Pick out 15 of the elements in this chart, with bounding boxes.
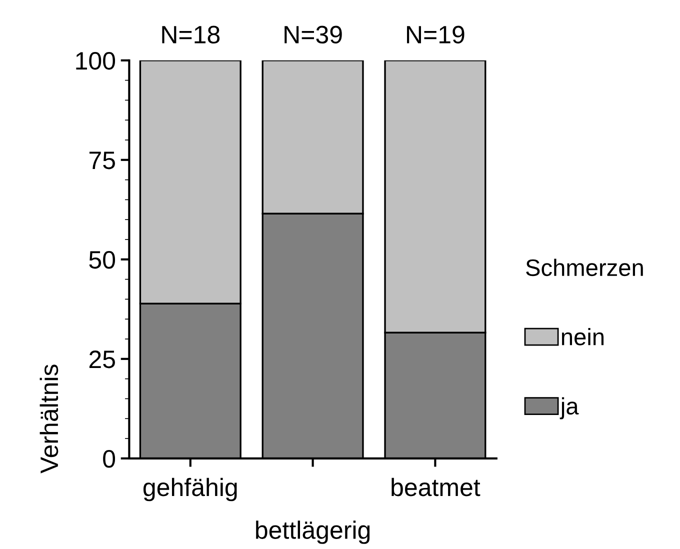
x-axis-title: bettlägerig	[256, 520, 370, 544]
y-tick-label: 75	[89, 152, 115, 170]
legend-label: nein	[562, 328, 604, 346]
text: N=18	[162, 26, 220, 44]
y-tick-label: 25	[89, 350, 115, 368]
x-tick-label: gehfähig	[143, 478, 237, 502]
text: N=19	[407, 26, 464, 44]
y-tick-label: 0	[103, 450, 116, 468]
y-tick-label: 50	[89, 251, 116, 269]
y-axis-title: Verhältnis	[40, 364, 58, 474]
legend-label: ja	[560, 397, 579, 420]
legend-title: Schmerzen	[526, 258, 643, 276]
x-tick-label: beatmet	[392, 478, 480, 496]
y-tick-label: 100	[76, 52, 116, 70]
text: N=39	[284, 26, 342, 44]
